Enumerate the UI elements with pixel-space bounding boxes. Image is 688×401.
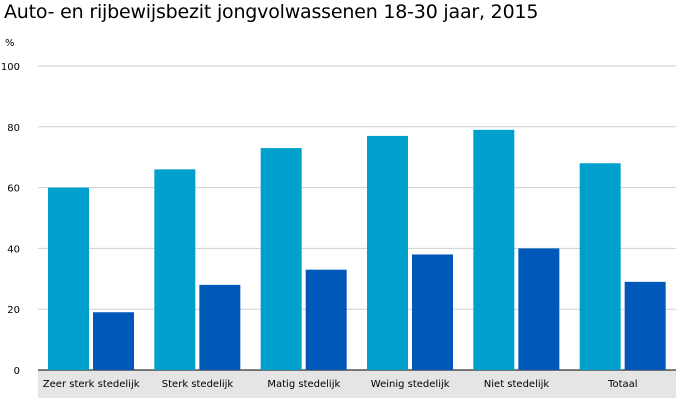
y-tick-label: 20 [7,305,20,316]
bar [624,281,666,370]
y-tick-label: 0 [14,366,20,377]
category-axis-band [38,370,676,398]
bar [579,163,621,370]
y-axis-unit-label: % [5,38,15,49]
bar [367,135,408,370]
category-label: Niet stedelijk [484,379,550,390]
bar [518,248,560,370]
category-label: Totaal [607,379,637,390]
bar [305,269,347,370]
bar [412,254,453,370]
y-tick-label: 60 [7,184,20,195]
category-label: Sterk stedelijk [162,379,234,390]
category-label: Matig stedelijk [267,379,340,390]
bar [199,284,241,370]
bar [473,129,515,370]
y-tick-label: 80 [7,123,20,134]
y-tick-label: 40 [7,244,20,255]
bar [93,312,134,370]
bar [260,148,302,370]
bar [48,187,89,370]
category-label: Zeer sterk stedelijk [43,379,140,390]
bar [154,169,196,370]
category-label: Weinig stedelijk [371,379,450,390]
y-tick-label: 100 [1,62,20,73]
chart-title: Auto- en rijbewijsbezit jongvolwassenen … [4,1,539,23]
